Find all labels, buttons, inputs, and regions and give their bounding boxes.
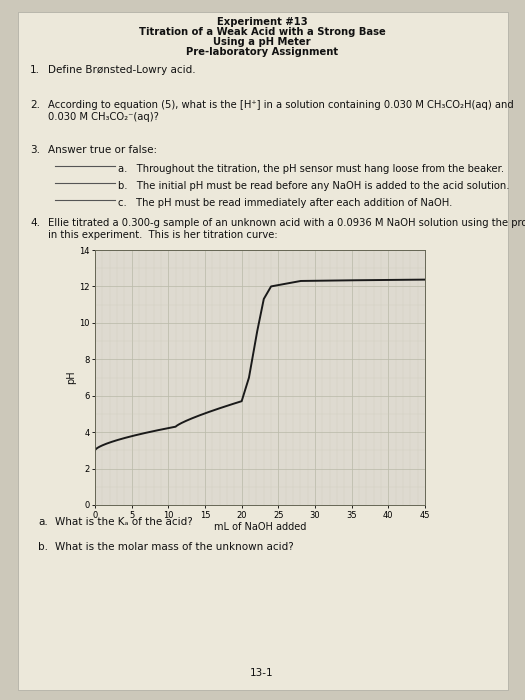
Text: a.: a. [38,517,48,527]
Text: Experiment #13: Experiment #13 [217,17,307,27]
X-axis label: mL of NaOH added: mL of NaOH added [214,522,306,532]
Text: 3.: 3. [30,145,40,155]
Text: b.: b. [38,542,48,552]
Text: Answer true or false:: Answer true or false: [48,145,157,155]
Text: 2.: 2. [30,100,40,110]
Y-axis label: pH: pH [66,371,76,384]
Text: What is the Kₐ of the acid?: What is the Kₐ of the acid? [55,517,193,527]
Text: in this experiment.  This is her titration curve:: in this experiment. This is her titratio… [48,230,278,240]
Text: 0.030 M CH₃CO₂⁻(aq)?: 0.030 M CH₃CO₂⁻(aq)? [48,112,159,122]
Text: Ellie titrated a 0.300-g sample of an unknown acid with a 0.0936 M NaOH solution: Ellie titrated a 0.300-g sample of an un… [48,218,525,228]
Text: Pre-laboratory Assignment: Pre-laboratory Assignment [186,47,338,57]
Text: a.   Throughout the titration, the pH sensor must hang loose from the beaker.: a. Throughout the titration, the pH sens… [118,164,504,174]
FancyBboxPatch shape [18,12,508,690]
Text: c.   The pH must be read immediately after each addition of NaOH.: c. The pH must be read immediately after… [118,198,453,208]
Text: Define Brønsted-Lowry acid.: Define Brønsted-Lowry acid. [48,65,196,75]
Text: Titration of a Weak Acid with a Strong Base: Titration of a Weak Acid with a Strong B… [139,27,385,37]
Text: What is the molar mass of the unknown acid?: What is the molar mass of the unknown ac… [55,542,294,552]
Text: Using a pH Meter: Using a pH Meter [213,37,311,47]
Text: 4.: 4. [30,218,40,228]
Text: 1.: 1. [30,65,40,75]
Text: 13-1: 13-1 [250,668,274,678]
Text: According to equation (5), what is the [H⁺] in a solution containing 0.030 M CH₃: According to equation (5), what is the [… [48,100,514,110]
Text: b.   The initial pH must be read before any NaOH is added to the acid solution.: b. The initial pH must be read before an… [118,181,509,191]
